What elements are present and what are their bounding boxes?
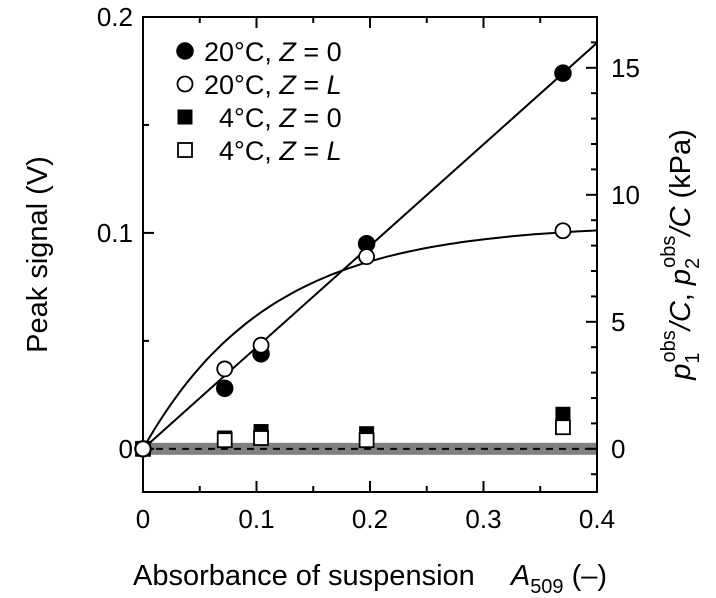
- axis-ticks: 0 0.1 0.2 0.3 0.4 0 0.1 0.2 0 5 10 15: [97, 2, 640, 534]
- data-point-open-circle: [554, 222, 572, 240]
- data-point-open-circle: [252, 336, 270, 354]
- x-tick-label: 0.4: [579, 504, 615, 534]
- x-tick-label: 0: [136, 504, 150, 534]
- y2-axis-label: p1obs/C, p2obs/C (kPa): [658, 129, 704, 381]
- legend-marker-open-circle: [176, 75, 194, 93]
- x-tick-label: 0.3: [465, 504, 501, 534]
- data-point-open-square: [216, 432, 233, 449]
- data-point-filled-circle: [215, 379, 234, 398]
- legend-marker-filled-circle: [176, 42, 194, 60]
- legend-marker-filled-square: [177, 109, 193, 125]
- data-point-open-square: [358, 432, 375, 449]
- data-point-open-circle: [216, 360, 234, 378]
- y-tick-label: 0.2: [97, 2, 133, 32]
- y-tick-label: 0: [119, 434, 133, 464]
- x-axis-label: Absorbance of suspension A509 (–): [133, 560, 607, 598]
- legend-entry: 4°C, Z = L: [219, 136, 342, 166]
- legend: 20°C, Z = 020°C, Z = L4°C, Z = 04°C, Z =…: [176, 37, 342, 166]
- data-point-filled-circle: [554, 64, 572, 82]
- y2-tick-label: 0: [611, 434, 625, 464]
- y-axis-label: Peak signal (V): [22, 156, 54, 353]
- y2-tick-label: 5: [611, 307, 625, 337]
- x-tick-label: 0.2: [352, 504, 388, 534]
- y2-tick-label: 10: [611, 180, 640, 210]
- data-point-open-square: [555, 419, 571, 436]
- x-tick-label: 0.1: [238, 504, 274, 534]
- y-tick-label: 0.1: [97, 218, 133, 248]
- legend-entry: 20°C, Z = 0: [204, 37, 342, 67]
- data-point-open-circle: [358, 248, 375, 266]
- data-markers: [134, 64, 572, 458]
- legend-marker-open-square: [177, 142, 193, 158]
- data-point-open-circle: [134, 440, 152, 458]
- y2-tick-label: 15: [611, 53, 640, 83]
- data-point-open-square: [253, 430, 269, 446]
- data-point-filled-square: [555, 406, 571, 422]
- legend-entry: 20°C, Z = L: [204, 70, 342, 100]
- legend-entry: 4°C, Z = 0: [219, 103, 342, 133]
